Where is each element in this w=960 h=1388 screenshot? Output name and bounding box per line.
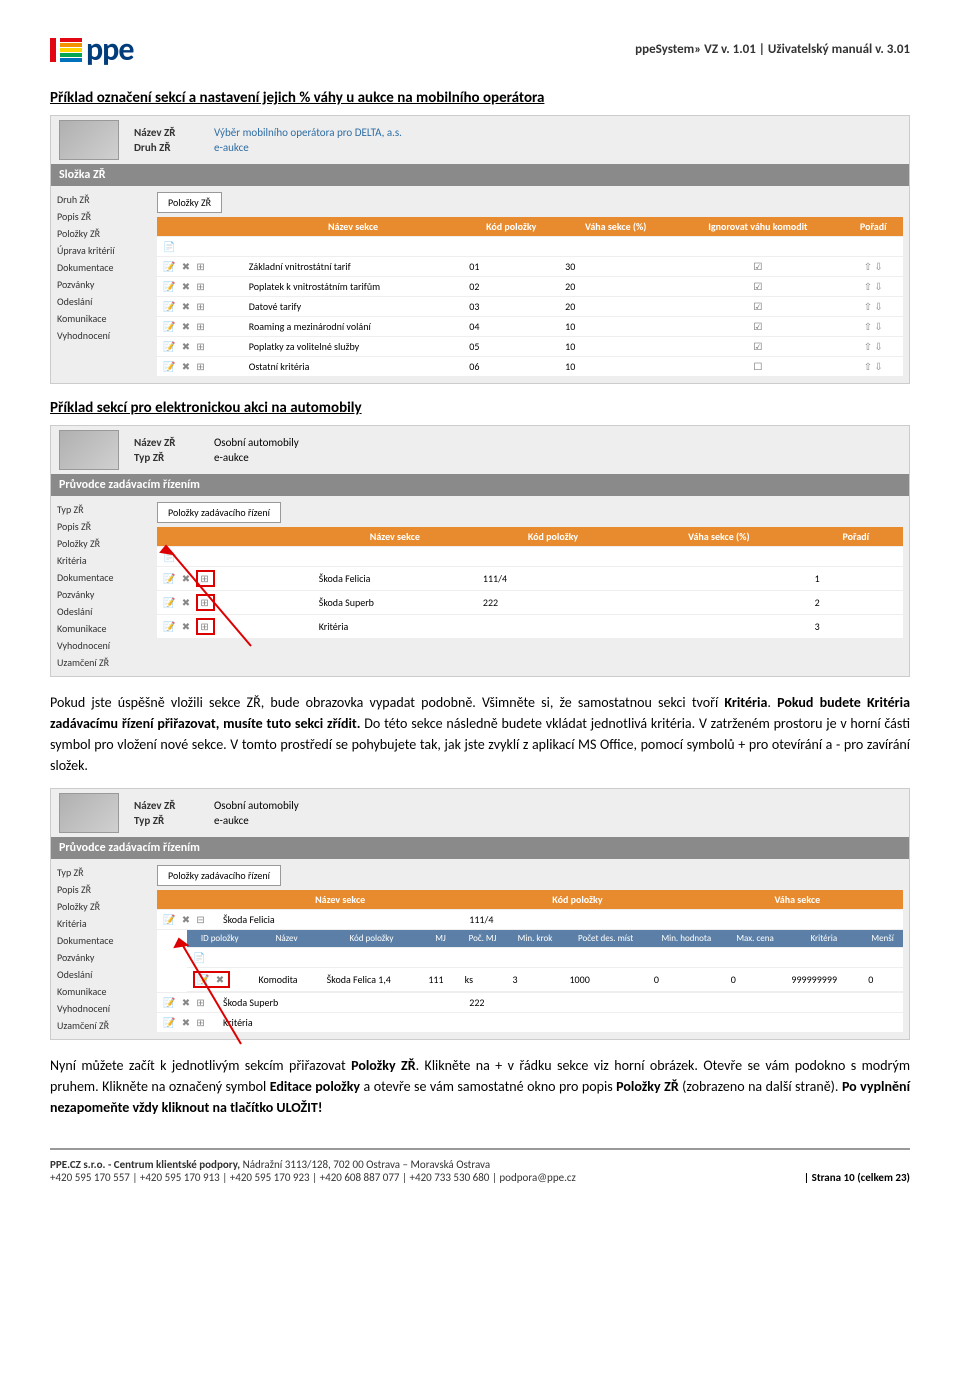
nav-sidebar: Typ ZŘ Popis ZŘ Položky ZŘ Kritéria Dokument… xyxy=(57,502,147,670)
nav-item[interactable]: Typ ZŘ xyxy=(57,865,147,880)
nav-item[interactable]: Komunikace xyxy=(57,621,147,636)
nav-item[interactable]: Popis ZŘ xyxy=(57,882,147,897)
page-footer: PPE.CZ s.r.o. - Centrum klientské podpor… xyxy=(50,1148,910,1184)
nav-item[interactable]: Uzamčení ZŘ xyxy=(57,655,147,670)
table-row: 📝 ✖ ⊞Datové tarify0320☑⇧ ⇩ xyxy=(157,297,903,317)
thumb-image xyxy=(59,430,119,470)
tab[interactable]: Položky zadávacího řízení xyxy=(157,502,281,523)
table-row: 📝 ✖ ⊞Škoda Superb2222 xyxy=(157,591,903,615)
nav-item[interactable]: Položky ZŘ xyxy=(57,226,147,241)
section-bar: Průvodce zadávacím řízením xyxy=(51,837,909,859)
nav-item[interactable]: Typ ZŘ xyxy=(57,502,147,517)
table-row: 📝 ✖ ⊞Poplatek k vnitrostátním tarifům022… xyxy=(157,277,903,297)
table-row: 📝 ✖ ⊞Škoda Superb222 xyxy=(157,993,903,1013)
sections-table: Název sekceKód položkyVáha sekce (%)Pořa… xyxy=(157,527,903,639)
sections-table: Název sekceKód položkyVáha sekce (%)Igno… xyxy=(157,217,903,377)
nav-item[interactable]: Popis ZŘ xyxy=(57,519,147,534)
tab[interactable]: Položky ZŘ xyxy=(157,192,222,213)
table-row: 📝 ✖ ⊞Roaming a mezinárodní volání0410☑⇧ … xyxy=(157,317,903,337)
nav-item[interactable]: Dokumentace xyxy=(57,570,147,585)
table-row: 📝 ✖ ⊞Základní vnitrostátní tarif0130☑⇧ ⇩ xyxy=(157,257,903,277)
screenshot-2: Název ZŘOsobní automobily Typ ZŘe-aukce … xyxy=(50,425,910,677)
nav-item[interactable]: Uzamčení ZŘ xyxy=(57,1018,147,1033)
nav-item[interactable]: Druh ZŘ xyxy=(57,192,147,207)
screenshot-1: Název ZŘVýběr mobilního operátora pro DE… xyxy=(50,115,910,384)
paragraph-2: Nyní můžete začít k jednotlivým sekcím p… xyxy=(50,1055,910,1118)
nav-item[interactable]: Položky ZŘ xyxy=(57,899,147,914)
screenshot-3: Název ZŘOsobní automobily Typ ZŘe-aukce … xyxy=(50,788,910,1040)
section-title-2: Příklad sekcí pro elektronickou akci na … xyxy=(50,399,910,417)
nav-item[interactable]: Vyhodnocení xyxy=(57,328,147,343)
nav-item[interactable]: Komunikace xyxy=(57,311,147,326)
table-row: 📝 ✖ ⊞Kritéria3 xyxy=(157,615,903,639)
nav-item[interactable]: Úprava kritérií xyxy=(57,243,147,258)
nav-sidebar: Typ ZŘ Popis ZŘ Položky ZŘ Kritéria Dokument… xyxy=(57,865,147,1033)
nav-item[interactable]: Položky ZŘ xyxy=(57,536,147,551)
nav-item[interactable]: Odeslání xyxy=(57,294,147,309)
sections-table: Název sekce Kód položky Váha sekce 📝 ✖ ⊟… xyxy=(157,890,903,1033)
nav-item[interactable]: Vyhodnocení xyxy=(57,1001,147,1016)
paragraph-1: Pokud jste úspěšně vložili sekce ZŘ, bud… xyxy=(50,692,910,776)
thumb-image xyxy=(59,793,119,833)
section-bar: Složka ZŘ xyxy=(51,164,909,186)
nav-item[interactable]: Odeslání xyxy=(57,967,147,982)
nav-item[interactable]: Pozvánky xyxy=(57,587,147,602)
table-row: 📝 ✖ ⊞Ostatní kritéria0610☐⇧ ⇩ xyxy=(157,357,903,377)
tab[interactable]: Položky zadávacího řízení xyxy=(157,865,281,886)
nav-item[interactable]: Pozvánky xyxy=(57,277,147,292)
nav-sidebar: Druh ZŘ Popis ZŘ Položky ZŘ Úprava kritérií… xyxy=(57,192,147,377)
section-bar: Průvodce zadávacím řízením xyxy=(51,474,909,496)
table-row: 📝 ✖ ⊞Kritéria xyxy=(157,1013,903,1033)
logo-stripes xyxy=(50,38,56,62)
table-row: 📝 ✖ ⊟Škoda Felicia111/4 xyxy=(157,910,903,930)
section-title-1: Příklad označení sekcí a nastavení jejic… xyxy=(50,89,910,107)
nav-item[interactable]: Kritéria xyxy=(57,916,147,931)
item-row: 📝 ✖ Komodita Škoda Felica 1,4 111 ks 3 1… xyxy=(187,968,903,992)
item-new-row: 📄 xyxy=(187,948,903,968)
table-row: 📝 ✖ ⊞Škoda Felicia111/41 xyxy=(157,567,903,591)
nav-item[interactable]: Vyhodnocení xyxy=(57,638,147,653)
nav-item[interactable]: Popis ZŘ xyxy=(57,209,147,224)
logo-text: ppe xyxy=(86,30,133,69)
nav-item[interactable]: Pozvánky xyxy=(57,950,147,965)
thumb-image xyxy=(59,120,119,160)
table-row: 📝 ✖ ⊞Poplatky za volitelné služby0510☑⇧ … xyxy=(157,337,903,357)
page-header: ppe ppeSystem» VZ v. 1.01 | Uživatelský … xyxy=(50,30,910,69)
nav-item[interactable]: Odeslání xyxy=(57,604,147,619)
nav-item[interactable]: Kritéria xyxy=(57,553,147,568)
nav-item[interactable]: Dokumentace xyxy=(57,260,147,275)
logo: ppe xyxy=(50,30,133,69)
nav-item[interactable]: Dokumentace xyxy=(57,933,147,948)
nav-item[interactable]: Komunikace xyxy=(57,984,147,999)
header-title: ppeSystem» VZ v. 1.01 | Uživatelský manu… xyxy=(635,42,910,57)
